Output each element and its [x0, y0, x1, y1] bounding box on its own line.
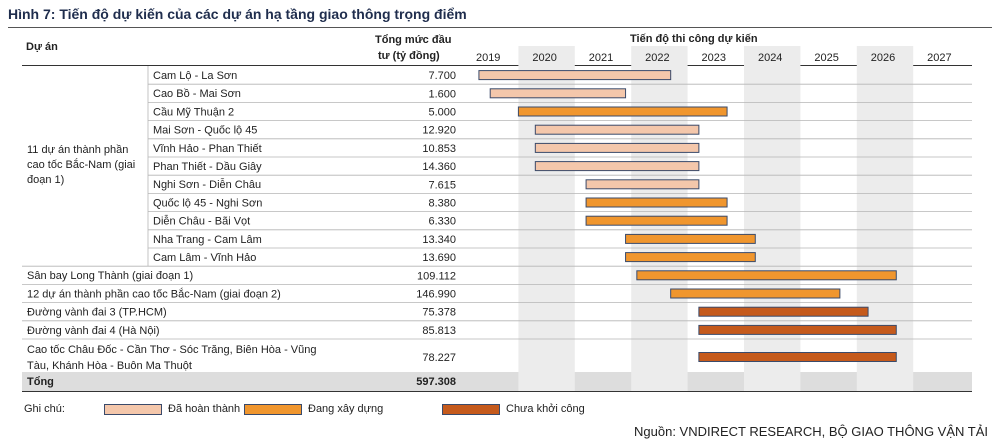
project-name: Vĩnh Hảo - Phan Thiết: [153, 143, 262, 155]
year-tick-label: 2025: [814, 52, 838, 64]
legend-title: Ghi chú:: [24, 403, 65, 415]
year-tick-label: 2021: [589, 52, 613, 64]
total-value: 597.308: [416, 376, 456, 388]
year-column-shade: [518, 46, 575, 391]
title-underline: [8, 27, 992, 28]
legend-swatch: [442, 404, 500, 415]
group-label-line: 11 dự án thành phần: [27, 144, 128, 156]
gantt-bar: [585, 215, 728, 226]
source-note: Nguồn: VNDIRECT RESEARCH, BỘ GIAO THÔNG …: [634, 424, 988, 439]
investment-value: 146.990: [416, 289, 456, 301]
gantt-bar: [517, 106, 728, 117]
gantt-bar: [636, 270, 897, 281]
header-investment-line1: Tổng mức đầu: [375, 34, 452, 46]
header-rule: [22, 65, 972, 66]
project-name: Đường vành đai 4 (Hà Nội): [27, 325, 160, 337]
project-name: Nha Trang - Cam Lâm: [153, 234, 262, 246]
header-project: Dự án: [26, 41, 58, 53]
legend-label: Đã hoàn thành: [168, 403, 241, 415]
legend-swatch: [244, 404, 302, 415]
group-label-line: cao tốc Bắc-Nam (giai: [27, 158, 135, 171]
investment-value: 14.360: [422, 161, 456, 173]
gantt-bar: [585, 179, 700, 190]
gantt-bar: [534, 142, 700, 153]
gantt-bar: [670, 288, 841, 299]
year-tick-label: 2019: [476, 52, 500, 64]
gantt-bar: [534, 124, 700, 135]
investment-value: 78.227: [422, 352, 456, 364]
year-tick-label: 2020: [532, 52, 556, 64]
gantt-bar: [698, 324, 897, 335]
project-name: Diễn Châu - Bãi Vọt: [153, 215, 250, 228]
investment-value: 10.853: [422, 143, 456, 155]
project-name: Cao Bồ - Mai Sơn: [153, 88, 241, 100]
project-name: 12 dự án thành phần cao tốc Bắc-Nam (gia…: [27, 287, 281, 300]
investment-value: 13.690: [422, 252, 456, 264]
investment-value: 6.330: [428, 216, 456, 228]
gantt-bar: [489, 88, 627, 99]
project-name: Cầu Mỹ Thuận 2: [153, 106, 234, 118]
gantt-bar: [534, 161, 700, 172]
legend: Ghi chú: Đã hoàn thành Đang xây dựng Chưa …: [24, 402, 984, 418]
investment-value: 109.112: [417, 270, 456, 282]
year-tick-label: 2024: [758, 52, 782, 64]
project-name: Mai Sơn - Quốc lộ 45: [153, 125, 257, 137]
investment-value: 1.600: [428, 88, 456, 100]
header-investment-line2: tư (tỷ đồng): [378, 50, 440, 62]
project-name: Cam Lộ - La Sơn: [153, 70, 237, 82]
figure-title: Hình 7: Tiến độ dự kiến của các dự án hạ…: [8, 6, 467, 22]
project-name: Nghi Sơn - Diễn Châu: [153, 178, 261, 191]
project-name: Sân bay Long Thành (giai đoạn 1): [27, 270, 193, 282]
gantt-bar: [698, 306, 869, 317]
gantt-bar: [625, 233, 756, 244]
investment-value: 8.380: [428, 198, 456, 210]
project-name-cont: Tàu, Khánh Hòa - Buôn Ma Thuột: [27, 360, 192, 372]
project-name: Đường vành đai 3 (TP.HCM): [27, 307, 167, 319]
legend-swatch: [104, 404, 162, 415]
legend-label: Chưa khởi công: [506, 403, 585, 415]
gantt-bar: [585, 197, 728, 208]
total-row-band: [22, 372, 972, 391]
gantt-bar: [478, 70, 672, 81]
investment-value: 5.000: [428, 107, 456, 119]
project-name: Quốc lộ 45 - Nghi Sơn: [153, 197, 262, 209]
investment-value: 75.378: [422, 307, 456, 319]
gantt-bar: [625, 252, 756, 263]
gantt-bar: [698, 352, 897, 362]
year-tick-label: 2027: [927, 52, 951, 64]
legend-label: Đang xây dựng: [308, 403, 384, 415]
total-label: Tổng: [27, 376, 54, 388]
investment-value: 85.813: [422, 325, 456, 337]
header-timeline: Tiến độ thi công dự kiến: [630, 33, 758, 45]
year-tick-label: 2023: [702, 52, 726, 64]
year-tick-label: 2022: [645, 52, 669, 64]
year-tick-label: 2026: [871, 52, 895, 64]
project-name: Phan Thiết - Dầu Giây: [153, 161, 262, 173]
group-label-line: đoạn 1): [27, 174, 64, 186]
investment-value: 13.340: [422, 234, 456, 246]
project-name: Cao tốc Châu Đốc - Cần Thơ - Sóc Trăng, …: [27, 344, 317, 356]
investment-value: 7.700: [428, 70, 456, 82]
project-name: Cam Lâm - Vĩnh Hảo: [153, 252, 256, 264]
investment-value: 12.920: [422, 125, 456, 137]
total-row-rule: [22, 391, 972, 392]
investment-value: 7.615: [428, 179, 456, 191]
